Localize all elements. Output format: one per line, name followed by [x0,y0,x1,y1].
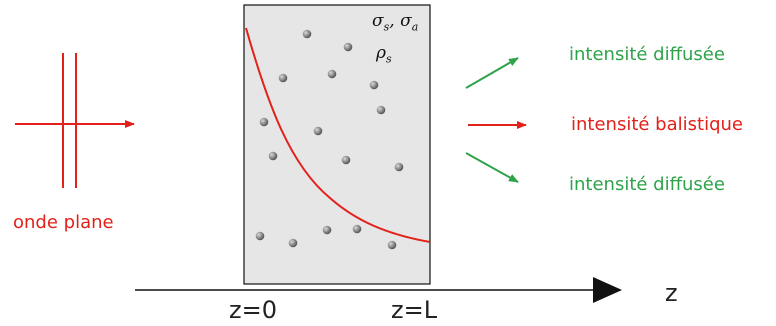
particle [341,155,351,165]
diffuse-intensity-bottom-label: intensité diffusée [569,174,725,195]
diffuse-arrow-bottom [465,152,519,183]
particle [327,69,337,79]
particle [352,224,362,234]
diffuse-arrow-top [465,57,519,89]
particle [278,73,288,83]
particle [322,225,332,235]
scattering-medium-slab [243,4,431,285]
diffuse-intensity-top-label: intensité diffusée [569,44,725,65]
particle [369,80,379,90]
particle [302,29,312,39]
scatterer-particles [255,29,404,250]
medium-params-line1: σs, σa [372,11,419,34]
particle [387,240,397,250]
particle [255,231,265,241]
ballistic-intensity-label: intensité balistique [571,114,743,135]
particle [259,117,269,127]
ballistic-decay-curve [245,27,431,243]
axis-tick-z0: z=0 [229,296,277,324]
particle [288,238,298,248]
particle [313,126,323,136]
particle [394,162,404,172]
axis-name-z: z [665,279,678,307]
particle [376,105,386,115]
z-axis-arrowhead [593,277,622,303]
particle [343,42,353,52]
plane-wave-label: onde plane [13,212,114,233]
axis-tick-zL: z=L [391,296,438,324]
medium-params-line2: ρs [376,43,392,66]
particle [268,151,278,161]
